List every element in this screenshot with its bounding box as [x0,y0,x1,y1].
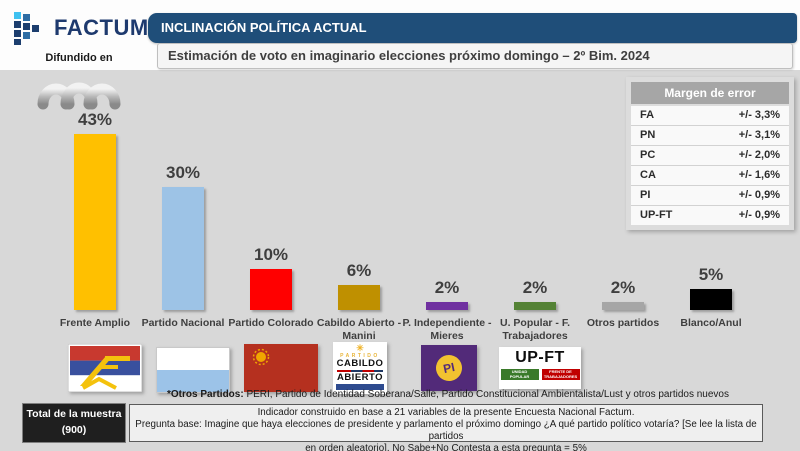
bar-4 [426,302,468,310]
bar-7 [690,289,732,310]
bar-category-label-1: Partido Nacional [141,317,225,329]
bar-value-label-4: 2% [434,278,460,297]
margin-of-error-title: Margen de error [631,82,789,104]
cabildo-abierto-logo: ✳ PARTIDO CABILDO ABIERTO [333,342,387,394]
bar-category-label-6: Otros partidos [586,317,660,329]
upft-logo: UP-FT UNIDAD POPULAR FRENTE DE TRABAJADO… [499,347,581,389]
bar-0 [74,134,116,310]
partido-nacional-flag-icon [156,347,230,393]
bar-3 [338,285,380,310]
bar-category-label-7: Blanco/Anul [680,317,742,329]
bar-value-label-6: 2% [610,278,636,297]
partido-independiente-flag-icon: PI [421,345,477,391]
bar-category-label-3: Cabildo Abierto - Manini [316,317,402,343]
bar-2 [250,269,292,310]
diffused-in-label: Difundido en [45,52,113,64]
moe-row-upft: UP-FT +/- 0,9% [631,206,789,225]
bar-chart: 43% Frente Amplio 30% Partido Nacional 10% Pa… [0,70,800,350]
page-title: INCLINACIÓN POLÍTICA ACTUAL [161,20,367,35]
bar-value-label-0: 43% [77,110,113,129]
unidad-popular-chip: UNIDAD POPULAR [500,369,539,380]
brand-name: FACTUM [54,15,149,40]
partido-colorado-flag-icon [244,344,318,392]
cabildo-sun-icon: ✳ [356,343,364,353]
bar-category-label-5: U. Popular - F. Trabajadores [499,317,570,343]
factum-logo-icon [14,12,39,45]
bar-value-label-7: 5% [698,265,724,284]
bar-value-label-1: 30% [165,163,201,182]
title-bar: INCLINACIÓN POLÍTICA ACTUAL [148,13,797,43]
media-outlet-logo [37,82,121,110]
other-parties-footnote: *Otros Partidos: PERI, Partido de Identi… [167,389,729,400]
moe-row-pi: PI +/- 0,9% [631,186,789,206]
bar-6 [602,302,644,310]
bar-value-label-2: 10% [253,245,289,264]
sample-size-box: Total de la muestra (900) [22,403,126,443]
moe-row-pn: PN +/- 3,1% [631,126,789,146]
moe-row-pc: PC +/- 2,0% [631,146,789,166]
moe-row-ca: CA +/- 1,6% [631,166,789,186]
bar-category-label-4: P. Independiente - Mieres [402,317,492,343]
bar-category-label-0: Frente Amplio [59,317,131,329]
margin-of-error-panel: Margen de error FA +/- 3,3% PN +/- 3,1% PC… [626,77,794,230]
bar-5 [514,302,556,310]
bar-value-label-3: 6% [346,261,372,280]
subtitle-bar: Estimación de voto en imaginario eleccio… [157,43,793,69]
frente-amplio-flag-icon [68,344,142,392]
factum-logo: FACTUM [12,10,149,46]
moe-row-fa: FA +/- 3,3% [631,106,789,126]
bar-1 [162,187,204,310]
page-subtitle: Estimación de voto en imaginario eleccio… [168,48,650,63]
frente-trabajadores-chip: FRENTE DE TRABAJADORES [541,369,580,380]
bar-value-label-5: 2% [522,278,548,297]
bar-category-label-2: Partido Colorado [228,317,314,329]
methodology-note: Indicador construido en base a 21 variab… [129,404,763,451]
